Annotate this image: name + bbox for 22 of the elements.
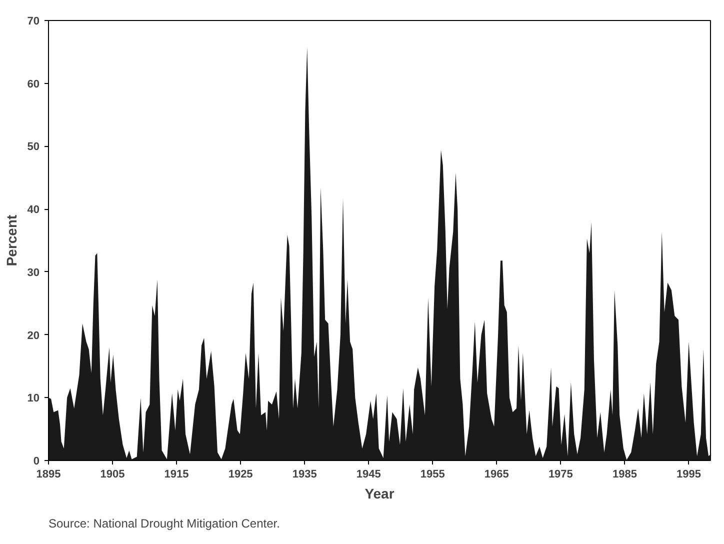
y-tick-label: 70 [27, 16, 40, 28]
x-tick-label: 1965 [484, 468, 509, 480]
x-tick-label: 1995 [676, 468, 701, 480]
x-tick-label: 1905 [100, 468, 125, 480]
x-tick-label: 1945 [356, 468, 381, 480]
y-tick-label: 10 [27, 392, 40, 405]
y-tick-label: 20 [27, 330, 40, 342]
y-tick-label: 40 [27, 204, 40, 216]
x-tick-label: 1955 [420, 468, 445, 480]
y-tick-label: 60 [27, 78, 40, 90]
y-tick-label: 50 [27, 141, 40, 154]
x-tick-label: 1895 [36, 468, 61, 480]
x-tick-label: 1925 [228, 468, 253, 480]
x-axis-title: Year [364, 486, 395, 502]
y-tick-label: 0 [33, 456, 40, 468]
y-tick-label: 30 [27, 266, 40, 279]
x-tick-label: 1935 [292, 468, 317, 480]
x-tick-label: 1975 [548, 468, 573, 480]
y-axis-title: Percent [3, 214, 20, 266]
x-tick-label: 1985 [612, 468, 637, 480]
source-note: Source: National Drought Mitigation Center. [48, 516, 280, 530]
x-tick-label: 1915 [164, 468, 189, 480]
